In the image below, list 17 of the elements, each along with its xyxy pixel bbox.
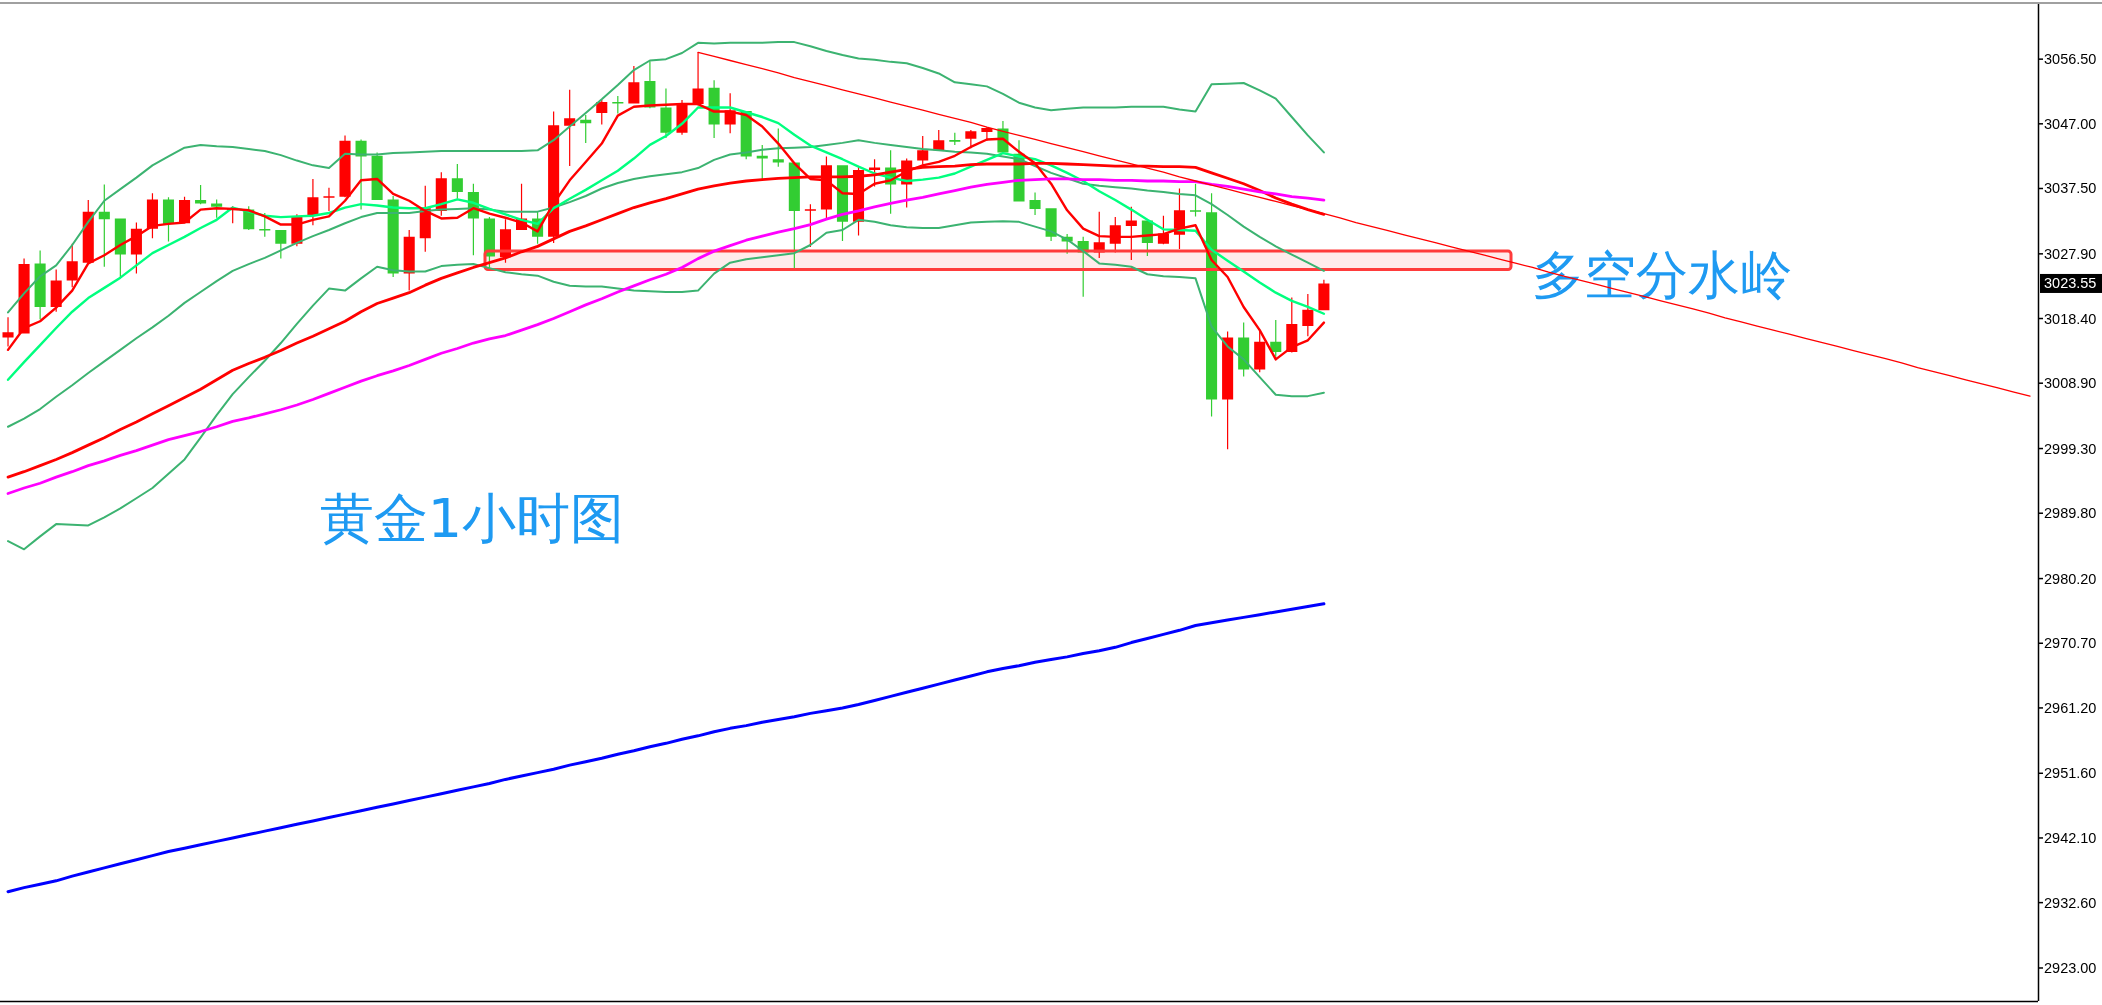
- y-tick-label: 2951.60: [2044, 765, 2097, 782]
- text: 黄金1小时图: [319, 486, 625, 550]
- y-tick-label: 2989.80: [2044, 505, 2097, 522]
- y-tick-label: 3027.90: [2044, 245, 2097, 262]
- y-tick-label: 3056.50: [2044, 51, 2097, 68]
- text: 3023.55: [2044, 275, 2097, 292]
- y-tick-label: 3047.00: [2044, 115, 2097, 132]
- y-tick-label: 2961.20: [2044, 699, 2097, 716]
- y-tick-label: 3018.40: [2044, 310, 2097, 327]
- y-tick-label: 2999.30: [2044, 440, 2097, 457]
- y-tick-label: 2942.10: [2044, 829, 2097, 846]
- y-tick-label: 3008.90: [2044, 375, 2097, 392]
- y-tick-label: 2923.00: [2044, 959, 2097, 976]
- y-tick-label: 3037.50: [2044, 180, 2097, 197]
- y-tick-label: 2980.20: [2044, 570, 2097, 587]
- y-tick-label: 2970.70: [2044, 635, 2097, 652]
- y-tick-label: 2932.60: [2044, 894, 2097, 911]
